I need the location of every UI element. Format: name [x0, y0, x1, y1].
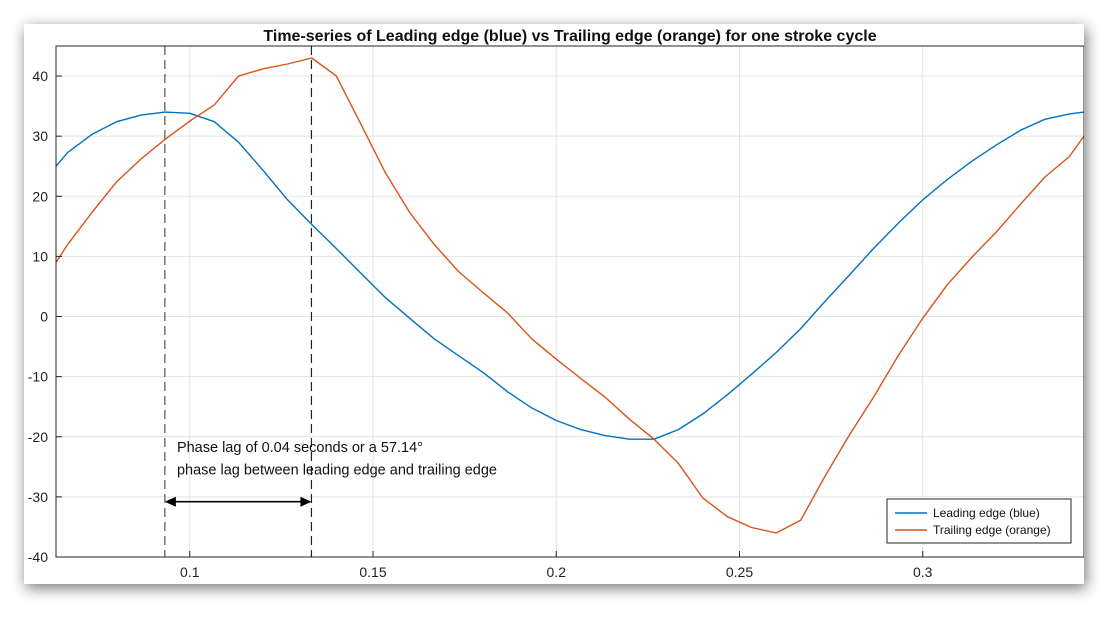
- y-tick-label: 40: [32, 68, 48, 84]
- annotation-line-2: phase lag between leading edge and trail…: [177, 463, 497, 479]
- y-tick-label: 10: [32, 248, 48, 264]
- figure-window: 0.1 0.15 0.2 0.25 0.3 -40 -30 -20 -10 0 10 20 30 40 T…: [24, 24, 1084, 584]
- leading-edge-line: [55, 111, 1084, 440]
- x-tick-label: 0.1: [180, 564, 200, 580]
- phase-lag-annotation: Phase lag of 0.04 seconds or a 57.14° ph…: [164, 440, 497, 507]
- y-tick-label: 30: [32, 128, 48, 144]
- axis-ticks: 0.1 0.15 0.2 0.25 0.3 -40 -30 -20 -10 0 10 20 30 40: [28, 68, 933, 580]
- series-lines: [55, 57, 1084, 534]
- y-tick-label: 20: [32, 188, 48, 204]
- line-chart: 0.1 0.15 0.2 0.25 0.3 -40 -30 -20 -10 0 10 20 30 40 T…: [28, 28, 1084, 580]
- legend: Leading edge (blue) Trailing edge (orange…: [886, 498, 1072, 544]
- y-tick-label: 0: [40, 309, 48, 325]
- legend-entry-label: Leading edge (blue): [933, 506, 1040, 520]
- x-tick-label: 0.15: [359, 564, 386, 580]
- marker-lines: [164, 46, 313, 557]
- grid-lines: [56, 46, 1084, 558]
- x-tick-label: 0.3: [913, 564, 933, 580]
- y-tick-label: -40: [28, 549, 48, 565]
- annotation-line-1: Phase lag of 0.04 seconds or a 57.14°: [177, 440, 423, 456]
- y-tick-label: -10: [28, 369, 48, 385]
- x-tick-label: 0.25: [726, 564, 753, 580]
- phase-lag-arrowhead-right: [300, 496, 312, 507]
- phase-lag-arrowhead-left: [164, 496, 176, 507]
- plot-border: [55, 45, 1084, 558]
- x-tick-label: 0.2: [547, 564, 567, 580]
- y-tick-label: -30: [28, 489, 48, 505]
- legend-entry-label: Trailing edge (orange): [933, 523, 1051, 537]
- chart-title: Time-series of Leading edge (blue) vs Tr…: [263, 28, 876, 45]
- y-tick-label: -20: [28, 429, 48, 445]
- legend-box: [886, 498, 1072, 544]
- trailing-edge-line: [55, 57, 1084, 534]
